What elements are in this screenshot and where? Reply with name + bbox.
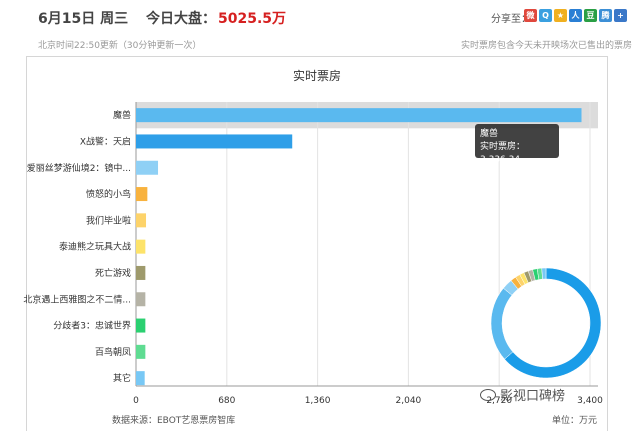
x-tick-label: 1,360 (305, 396, 331, 406)
donut-slice[interactable] (490, 287, 514, 360)
category-label: 爱丽丝梦游仙境2：镜中... (27, 162, 131, 174)
bar[interactable] (136, 134, 293, 149)
x-tick-label: 0 (133, 396, 139, 406)
x-tick-label: 2,040 (396, 396, 422, 406)
update-note: 北京时间22:50更新（30分钟更新一次） (38, 41, 202, 51)
bar[interactable] (136, 160, 159, 175)
category-label: 其它 (113, 372, 131, 384)
category-label: 北京遇上西雅图之不二情... (23, 293, 131, 305)
x-tick-label: 3,400 (577, 396, 603, 406)
data-source: 数据来源：EBOT艺恩票房智库 (112, 416, 236, 426)
category-label: 我们毕业啦 (86, 214, 131, 226)
chart-tooltip: 魔兽 实时票房：3,336.34 (475, 124, 559, 165)
bar[interactable] (136, 239, 146, 254)
subheader: 北京时间22:50更新（30分钟更新一次） 实时票房包含今天未开映场次已售出的票… (0, 36, 640, 52)
category-label: 分歧者3：忠诚世界 (53, 320, 131, 332)
wechat-logo-icon (480, 388, 496, 401)
weibo-icon[interactable]: 微 (524, 9, 537, 22)
star-icon[interactable]: ★ (554, 9, 567, 22)
category-label: 魔兽 (113, 109, 131, 121)
douban-icon[interactable]: 豆 (584, 9, 597, 22)
today-total-label: 今日大盘： (146, 11, 216, 27)
category-label: X战警：天启 (80, 135, 131, 147)
donut-slice[interactable] (541, 267, 547, 280)
chart-title: 实时票房 (292, 69, 341, 83)
more-share-icon[interactable]: + (614, 9, 627, 22)
bar[interactable] (136, 318, 146, 333)
box-office-note: 实时票房包含今天未开映场次已售出的票房 (460, 41, 632, 51)
x-tick-label: 2,720 (486, 396, 512, 406)
bar[interactable] (136, 344, 146, 359)
bar[interactable] (136, 292, 146, 307)
qzone-icon[interactable]: Q (539, 9, 552, 22)
share-icon-group: 微 Q ★ 人豆腾 + (524, 9, 627, 22)
bar[interactable] (136, 213, 147, 228)
category-label: 泰迪熊之玩具大战 (59, 241, 131, 253)
bar[interactable] (136, 108, 582, 123)
category-label: 死亡游戏 (95, 267, 131, 279)
tooltip-value: 实时票房：3,336.34 (480, 142, 526, 165)
today-total-value: 5025.5万 (218, 11, 287, 27)
bar[interactable] (136, 187, 148, 202)
header: 6月15日 周三 今日大盘： 5025.5万 分享至： 微 Q ★ 人豆腾 + (0, 0, 640, 32)
bar[interactable] (136, 265, 146, 280)
renren-icon[interactable]: 人 (569, 9, 582, 22)
unit-label: 单位：万元 (552, 416, 598, 426)
x-tick-label: 680 (218, 396, 235, 406)
tooltip-title: 魔兽 (480, 129, 499, 139)
watermark: 影视口碑榜 (480, 385, 565, 404)
bar[interactable] (136, 371, 145, 386)
tencent-weibo-icon[interactable]: 腾 (599, 9, 612, 22)
watermark-text: 影视口碑榜 (500, 389, 566, 404)
category-label: 百鸟朝凤 (95, 346, 131, 358)
date-label: 6月15日 周三 (38, 11, 129, 27)
category-label: 愤怒的小鸟 (86, 188, 131, 200)
share-label: 分享至： (491, 14, 531, 25)
